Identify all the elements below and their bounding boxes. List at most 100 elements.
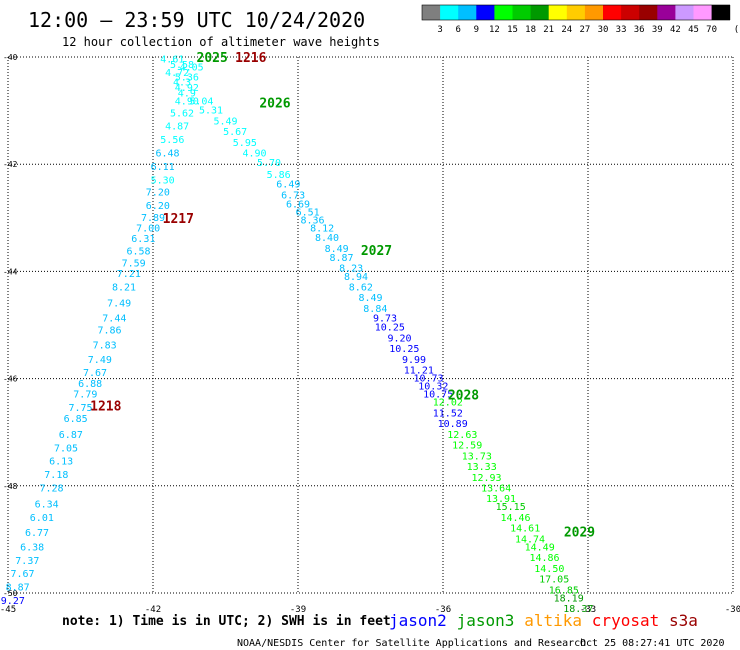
wave-height-point: 5.95 [233,138,257,149]
x-tick-label: -30 [725,605,740,615]
legend-entry-s3a: s3a [669,611,698,630]
colorbar-unit: (ft) [734,25,740,35]
colorbar-swatch [603,5,622,20]
wave-height-point: 17.05 [539,575,569,586]
colorbar-tick-label: 70 [706,25,717,35]
y-tick-label: -42 [3,160,18,169]
wave-height-point: 6.85 [64,414,88,425]
wave-height-point: 8.87 [6,583,30,594]
colorbar-swatch [422,5,441,20]
colorbar-swatch [657,5,676,20]
wave-height-point: 7.89 [141,213,165,224]
colorbar-tick-label: 9 [474,25,479,35]
wave-height-point: 4.9 [178,88,196,99]
wave-height-point: 7.79 [73,390,97,401]
colorbar-tick-label: 30 [598,25,609,35]
wave-height-point: 14.86 [529,553,559,564]
wave-height-point: 10.32 [418,382,448,393]
wave-height-point: 7.49 [107,299,131,310]
wave-height-point: 13.33 [467,462,497,473]
colorbar-swatch [566,5,586,20]
colorbar-tick-label: 15 [507,25,518,35]
wave-height-point: 14.61 [510,524,540,535]
wave-height-point: 10.25 [375,323,405,334]
wave-height-point: 7.18 [44,470,68,481]
wave-height-point: 9.20 [387,333,411,344]
track-label: 2027 [361,244,392,259]
wave-height-point: 6.88 [78,379,102,390]
track-label: 1218 [90,399,121,414]
colorbar-swatch [458,5,477,20]
wave-height-point: 8.87 [329,253,353,264]
wave-height-point: 8.12 [310,224,334,235]
legend-entry-jason2: jason2 [389,611,447,630]
x-tick-label: -36 [435,605,451,615]
colorbar-tick-label: 45 [688,25,699,35]
wave-height-point: 5.58 [170,60,194,71]
colorbar-tick-label: 33 [616,25,627,35]
colorbar-tick-label: 27 [579,25,590,35]
wave-height-point: 18.37 [563,604,593,615]
wave-height-point: 6.01 [30,513,54,524]
wave-height-point: 15.15 [496,502,526,513]
x-tick-label: -39 [290,605,306,615]
wave-height-point: 8.49 [358,293,382,304]
wave-height-point: 11.21 [404,366,434,377]
wave-height-point: 4.05 [180,63,204,74]
wave-height-point: 8.23 [339,264,363,275]
wave-height-point: 6.73 [281,190,305,201]
wave-height-point: 5.36 [175,72,199,83]
colorbar-swatch [476,5,495,20]
wave-height-point: 5.04 [189,96,213,107]
wave-height-point: 5.56 [160,135,184,146]
legend-entry-altika: altika [524,611,582,630]
wave-height-point: 6.20 [146,201,170,212]
wave-height-point: 14.50 [534,564,564,575]
colorbar-swatch [639,5,658,20]
colorbar-swatch [693,5,713,20]
wave-height-point: 7.20 [146,188,170,199]
wave-height-point: 4.90 [175,96,199,107]
wave-height-point: 8.49 [325,244,349,255]
wave-height-point: 6.49 [276,180,300,191]
wave-height-point: 14.49 [525,542,555,553]
wave-height-point: 12.02 [433,398,463,409]
colorbar-swatch [584,5,604,20]
wave-height-point: 7.05 [54,443,78,454]
wave-height-point: 8.21 [112,282,136,293]
colorbar-tick-label: 42 [670,25,681,35]
grid-lines [7,56,734,594]
y-tick-label: -50 [3,589,18,598]
colorbar-tick-label: 36 [634,25,645,35]
colorbar-tick-label: 18 [525,25,536,35]
wave-height-point: 6.87 [59,430,83,441]
footer-timestamp: Oct 25 08:27:41 UTC 2020 [580,638,725,649]
wave-height-point: 9.73 [373,314,397,325]
colorbar-swatch [494,5,513,20]
wave-height-point: 14.74 [515,534,545,545]
wave-height-point: 6.77 [25,528,49,539]
colorbar-swatch [512,5,532,20]
wave-height-point: 7.75 [68,403,92,414]
wave-height-point: 4.90 [242,148,266,159]
wave-height-points: 4.615.584.054.725.364.34.924.95.044.905.… [1,55,594,615]
colorbar-swatch [440,5,459,20]
axis-tick-labels: -45 -42 -39 -36 -33 -30 -40 -42 -44 -46 -48 -50 [0,53,740,615]
wave-height-point: 13.91 [486,494,516,505]
wave-height-point: 11.52 [433,408,463,419]
x-tick-label: -45 [0,605,16,615]
wave-height-point: 5.70 [257,158,281,169]
wave-height-point: 7.37 [15,556,39,567]
track-label: 1217 [163,212,194,227]
wave-height-point: 6.51 [296,207,320,218]
wave-height-point: 5.30 [151,175,175,186]
wave-height-point: 8.36 [300,215,324,226]
wave-height-point: 16.85 [549,585,579,596]
wave-height-point: 13.73 [462,451,492,462]
wave-height-point: 5.62 [170,108,194,119]
chart-subtitle: 12 hour collection of altimeter wave hei… [62,35,380,49]
wave-height-point: 10.89 [438,419,468,430]
colorbar-tick-label: 6 [455,25,460,35]
